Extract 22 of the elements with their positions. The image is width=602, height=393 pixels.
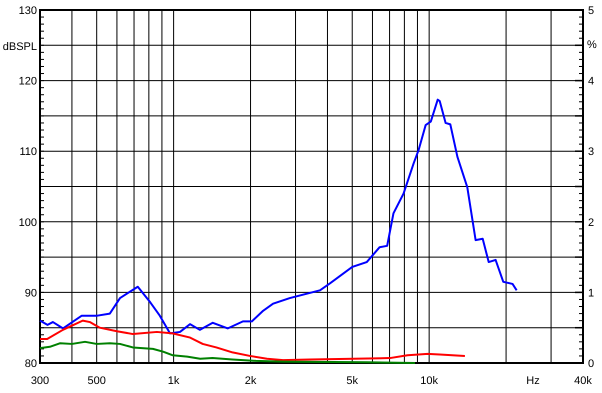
x-tick-label: 2k — [244, 375, 257, 387]
y2-tick-label: 1 — [588, 287, 594, 300]
y-tick-label: 120 — [18, 76, 37, 88]
y-axis-title: dBSPL — [2, 41, 37, 53]
y-tick-label: 80 — [24, 358, 37, 370]
x-axis-title: Hz — [526, 375, 540, 387]
x-tick-label: 5k — [346, 375, 359, 387]
y2-tick-label: 2 — [588, 216, 594, 229]
y2-axis-title: % — [587, 39, 597, 51]
y2-tick-label: 5 — [588, 5, 594, 17]
y-tick-label: 90 — [24, 287, 37, 300]
x-tick-label: 300 — [30, 375, 50, 387]
y-tick-label: 100 — [18, 216, 37, 229]
y-tick-label: 110 — [19, 146, 37, 158]
y2-tick-label: 0 — [588, 358, 594, 370]
x-tick-label: 500 — [88, 375, 106, 387]
y-tick-label: 130 — [18, 5, 37, 17]
x-tick-label: 40k — [574, 375, 592, 387]
y2-tick-label: 3 — [588, 146, 594, 158]
x-tick-label: 1k — [168, 375, 180, 387]
y2-tick-label: 4 — [588, 76, 594, 88]
x-tick-label: 10k — [420, 375, 439, 387]
